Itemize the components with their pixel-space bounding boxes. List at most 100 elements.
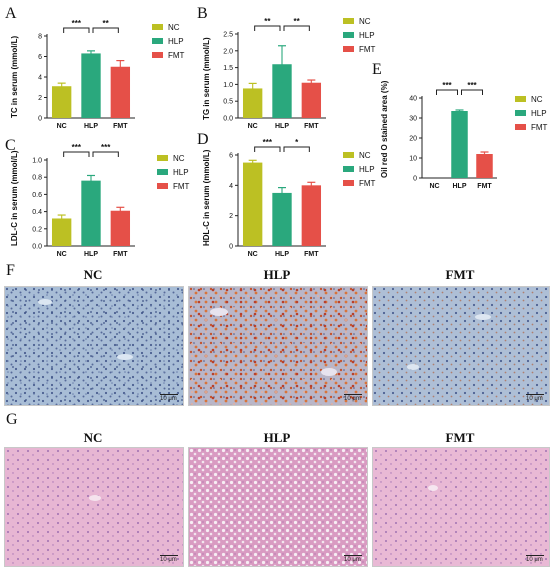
legend-swatch-hlp (515, 110, 526, 116)
legend-a: NC HLP FMT (152, 20, 184, 62)
micrograph-g-fmt-image (373, 448, 549, 566)
ytick-label-d-3: 6 (229, 153, 233, 160)
legend-label-nc: NC (531, 94, 543, 104)
ytick-label-b-0: 0.0 (223, 116, 233, 123)
xtick-label-b-nc: NC (248, 123, 258, 130)
sig-label-d-1: * (295, 138, 299, 147)
bar-a-fmt (110, 66, 131, 118)
sig-label-b-1: ** (294, 17, 301, 26)
legend-label-hlp: HLP (531, 108, 547, 118)
scale-bar-f-nc: 10 μm (160, 394, 178, 402)
ytick-label-e-0: 0 (413, 176, 417, 183)
ytick-label-b-1: 0.5 (223, 99, 233, 106)
xtick-label-b-hlp: HLP (275, 123, 289, 130)
bar-c-fmt (110, 210, 131, 246)
xtick-label-d-hlp: HLP (275, 251, 289, 258)
legend-label-nc: NC (173, 153, 185, 163)
xtick-label-d-fmt: FMT (304, 251, 319, 258)
ytick-label-e-3: 30 (409, 116, 417, 123)
bar-d-hlp (272, 192, 292, 246)
micrograph-g-nc-image (5, 448, 183, 566)
legend-swatch-fmt (515, 124, 526, 130)
micrograph-g-hlp: 10 μm (188, 447, 368, 567)
bar-b-hlp (272, 64, 292, 118)
micrograph-g-fmt: 10 μm (372, 447, 550, 567)
bar-c-nc (51, 218, 72, 246)
scale-bar-g-nc: 10 μm (160, 555, 178, 563)
legend-swatch-nc (343, 18, 354, 24)
xtick-label-e-nc: NC (429, 183, 439, 190)
legend-swatch-hlp (152, 38, 163, 44)
legend-label-nc: NC (359, 150, 371, 160)
xtick-label-e-hlp: HLP (453, 183, 467, 190)
sig-bracket-a-1 (92, 27, 119, 33)
bar-e-fmt (476, 154, 493, 178)
bar-b-nc (242, 88, 263, 118)
sig-label-d-0: *** (263, 138, 273, 147)
xtick-label-c-fmt: FMT (113, 251, 128, 258)
ytick-label-c-3: 0.6 (32, 192, 42, 199)
bar-a-hlp (81, 53, 101, 118)
bar-d-fmt (301, 185, 322, 246)
legend-swatch-fmt (157, 183, 168, 189)
xtick-label-b-fmt: FMT (304, 123, 319, 130)
micrograph-f-fmt: 10 μm (372, 286, 550, 406)
legend-swatch-hlp (343, 32, 354, 38)
ytick-label-b-2: 1.0 (223, 82, 233, 89)
micrograph-f-nc: 10 μm (4, 286, 184, 406)
scale-bar-g-fmt: 10 μm (526, 555, 544, 563)
bar-b-fmt (301, 82, 322, 118)
xtick-label-a-fmt: FMT (113, 123, 128, 130)
ytick-label-e-4: 40 (409, 96, 417, 103)
sig-bracket-d-0 (254, 146, 281, 152)
ytick-label-e-1: 10 (409, 156, 417, 163)
legend-label-nc: NC (359, 16, 371, 26)
sig-bracket-b-0 (254, 25, 281, 31)
ytick-label-a-3: 6 (38, 54, 42, 61)
sig-label-c-1: *** (101, 143, 111, 152)
xtick-label-d-nc: NC (248, 251, 258, 258)
ytick-label-a-1: 2 (38, 95, 42, 102)
ytick-label-c-0: 0.0 (32, 244, 42, 251)
sig-label-a-0: *** (72, 19, 82, 28)
xtick-label-a-hlp: HLP (84, 123, 98, 130)
sig-label-a-1: ** (103, 19, 110, 28)
micrograph-f-fmt-image (373, 287, 549, 405)
xtick-label-a-nc: NC (57, 123, 67, 130)
bar-d-nc (242, 162, 263, 246)
g-title-fmt: FMT (445, 430, 475, 445)
legend-c: NC HLP FMT (157, 151, 189, 193)
panel-label-b: B (197, 5, 208, 22)
sig-bracket-c-0 (63, 151, 90, 157)
sig-bracket-b-1 (283, 25, 310, 31)
sig-bracket-e-0 (436, 89, 458, 95)
scale-bar-f-hlp: 10 μm (344, 394, 362, 402)
ytick-label-d-1: 2 (229, 213, 233, 220)
xtick-label-c-hlp: HLP (84, 251, 98, 258)
legend-swatch-fmt (152, 52, 163, 58)
f-title-hlp: HLP (263, 267, 291, 282)
bar-c-hlp (81, 180, 101, 246)
legend-swatch-hlp (343, 166, 354, 172)
ytick-label-c-5: 1.0 (32, 158, 42, 165)
f-title-fmt: FMT (445, 267, 475, 282)
legend-swatch-hlp (157, 169, 168, 175)
sig-label-e-0: *** (442, 81, 452, 90)
legend-d: NC HLP FMT (343, 148, 375, 190)
sig-bracket-a-0 (63, 27, 90, 33)
legend-label-fmt: FMT (173, 181, 190, 191)
legend-label-fmt: FMT (531, 122, 548, 132)
sig-label-e-1: *** (467, 81, 477, 90)
micrograph-f-hlp-image (189, 287, 367, 405)
panel-label-a: A (5, 5, 17, 22)
sig-bracket-d-1 (283, 146, 310, 152)
legend-label-hlp: HLP (359, 30, 375, 40)
ytick-label-b-4: 2.0 (223, 48, 233, 55)
bar-a-nc (51, 86, 72, 118)
ytick-label-b-3: 1.5 (223, 65, 233, 72)
ytick-label-b-5: 2.5 (223, 32, 233, 39)
micrograph-g-nc: 10 μm (4, 447, 184, 567)
xtick-label-c-nc: NC (57, 251, 67, 258)
legend-label-hlp: HLP (359, 164, 375, 174)
